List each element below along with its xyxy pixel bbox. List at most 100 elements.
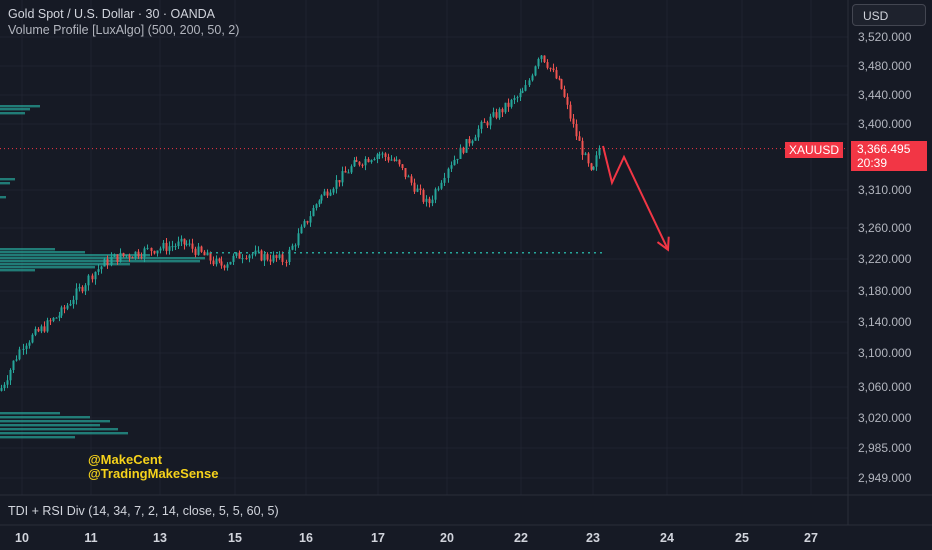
currency-button[interactable]: USD <box>852 4 926 26</box>
candle-body <box>288 249 291 263</box>
candle-body <box>592 166 595 170</box>
time-tick-label: 11 <box>84 531 97 545</box>
candle-body <box>480 121 483 129</box>
time-tick-label: 27 <box>804 531 818 545</box>
candle-body <box>590 163 593 170</box>
candle-body <box>416 188 419 192</box>
indicator-pane-label[interactable]: TDI + RSI Div (14, 34, 7, 2, 14, close, … <box>8 504 279 518</box>
candle-body <box>91 275 94 280</box>
candle-body <box>395 159 398 161</box>
candle-body <box>218 258 221 262</box>
volume-profile <box>0 105 205 439</box>
candle-body <box>128 255 131 258</box>
candle-body <box>581 140 584 155</box>
candles <box>0 55 601 392</box>
time-axis: 10 11 13 15 16 17 20 22 23 24 25 27 <box>15 531 818 545</box>
candle-body <box>97 269 100 272</box>
candle-body <box>453 159 456 166</box>
candle-body <box>431 199 434 204</box>
candle-body <box>572 118 575 124</box>
candle-body <box>303 221 306 227</box>
candle-body <box>459 147 462 159</box>
candle-body <box>361 164 364 166</box>
candle-body <box>106 259 109 265</box>
candle-body <box>140 256 143 258</box>
candle-body <box>159 248 162 251</box>
candle-body <box>534 66 537 76</box>
candle-body <box>188 243 191 245</box>
candle-body <box>373 158 376 161</box>
indicator-subtitle[interactable]: Volume Profile [LuxAlgo] (500, 200, 50, … <box>8 23 240 37</box>
candle-body <box>407 176 410 178</box>
price-tick-label: 3,440.000 <box>858 88 912 102</box>
candle-body <box>477 128 480 138</box>
candle-body <box>125 255 128 257</box>
candle-body <box>546 62 549 68</box>
candle-body <box>404 168 407 177</box>
candle-body <box>344 171 347 173</box>
volume-profile-bar <box>0 424 100 427</box>
candle-body <box>540 55 543 59</box>
candle-body <box>474 137 477 141</box>
candle-body <box>447 168 450 178</box>
candle-body <box>122 252 125 256</box>
volume-profile-bar <box>0 196 6 199</box>
candle-body <box>381 153 384 155</box>
candle-body <box>437 188 440 190</box>
candle-body <box>341 171 344 183</box>
candle-body <box>306 221 309 223</box>
candle-body <box>370 160 373 163</box>
candle-body <box>335 180 338 189</box>
candle-body <box>272 255 275 262</box>
candle-body <box>0 388 3 391</box>
candle-body <box>440 182 443 189</box>
overlay <box>0 145 848 254</box>
time-tick-label: 25 <box>735 531 749 545</box>
price-tick-label: 3,060.000 <box>858 380 912 394</box>
candle-body <box>6 380 9 385</box>
candle-body <box>300 226 303 234</box>
candle-body <box>410 176 413 183</box>
volume-profile-bar <box>0 251 85 254</box>
price-tick-label: 3,100.000 <box>858 346 912 360</box>
candle-body <box>235 252 238 256</box>
candle-body <box>40 326 43 332</box>
candle-body <box>398 159 401 165</box>
candle-body <box>229 261 232 265</box>
candle-body <box>278 254 281 258</box>
candle-body <box>194 248 197 255</box>
volume-profile-bar <box>0 416 90 419</box>
candle-body <box>456 158 459 160</box>
time-tick-label: 15 <box>228 531 242 545</box>
candle-body <box>63 307 66 309</box>
candle-body <box>347 172 350 174</box>
candle-body <box>58 315 61 318</box>
candle-body <box>12 360 15 370</box>
candle-body <box>575 123 578 137</box>
candle-body <box>238 252 241 259</box>
candle-body <box>43 326 46 332</box>
candle-body <box>285 261 288 263</box>
candle-body <box>434 189 437 200</box>
candle-body <box>513 98 516 100</box>
candle-body <box>254 250 257 255</box>
candle-body <box>131 257 134 259</box>
price-tick-label: 3,260.000 <box>858 221 912 235</box>
price-tick-label: 2,949.000 <box>858 471 912 485</box>
candle-body <box>191 243 194 249</box>
candle-body <box>143 248 146 258</box>
candle-body <box>100 266 103 270</box>
candle-body <box>329 192 332 196</box>
candle-body <box>60 307 63 316</box>
volume-profile-bar <box>0 420 110 423</box>
time-tick-label: 20 <box>440 531 454 545</box>
candle-body <box>524 85 527 91</box>
candle-body <box>37 328 40 332</box>
candle-body <box>266 254 269 260</box>
candle-body <box>519 92 522 98</box>
volume-profile-bar <box>0 432 128 435</box>
candle-body <box>203 251 206 256</box>
candle-body <box>110 256 113 265</box>
candle-body <box>537 58 540 67</box>
